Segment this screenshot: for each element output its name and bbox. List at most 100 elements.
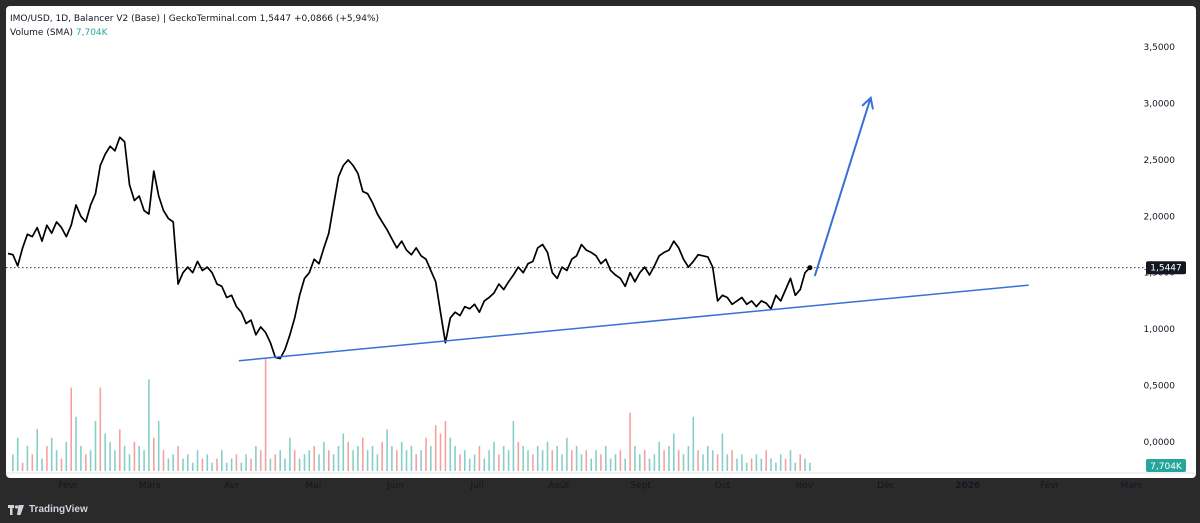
volume-bar	[157, 421, 160, 471]
tradingview-logo[interactable]: TradingView	[8, 504, 88, 515]
volume-bar	[46, 446, 48, 471]
x-tick-label: Juil	[469, 481, 483, 491]
volume-bar	[430, 446, 432, 471]
volume-bar	[26, 446, 29, 471]
volume-bar	[114, 450, 116, 471]
x-tick-label: Avr	[224, 481, 239, 491]
volume-bar	[31, 454, 34, 471]
volume-bar	[464, 450, 466, 471]
volume-bar	[70, 387, 72, 471]
volume-bar	[765, 450, 767, 471]
volume-bar	[36, 429, 38, 471]
volume-bar	[230, 458, 233, 471]
y-tick-label: 1,0000	[1144, 325, 1176, 335]
volume-bar	[332, 454, 335, 471]
volume-bar	[279, 450, 281, 471]
y-tick-label: 3,5000	[1144, 43, 1176, 53]
volume-bar	[590, 458, 592, 471]
volume-bar	[65, 441, 68, 471]
volume-bar	[303, 454, 306, 471]
volume-bar	[284, 458, 286, 471]
x-tick-label: Nov	[795, 481, 813, 491]
volume-bar	[522, 446, 524, 471]
volume-bar	[517, 441, 520, 471]
volume-bar	[707, 446, 709, 471]
volume-tag: 7,704K	[1146, 459, 1186, 472]
volume-bar	[259, 450, 262, 471]
arrow-head	[861, 95, 874, 110]
volume-bar	[21, 462, 24, 471]
x-tick-label: Mai	[306, 481, 322, 491]
volume-bar	[153, 437, 155, 471]
volume-tag-label: 7,704K	[1150, 462, 1183, 472]
volume-bar	[119, 429, 121, 471]
last-price-tag-bg	[1146, 261, 1186, 275]
x-tick-label: Mars	[1121, 481, 1143, 491]
volume-bar	[600, 454, 602, 471]
volume-bar	[400, 441, 403, 471]
price-series-line	[7, 136, 811, 360]
symbol-header: IMO/USD, 1D, Balancer V2 (Base) | GeckoT…	[10, 14, 379, 24]
volume-bar	[711, 450, 714, 471]
volume-bar	[527, 450, 529, 471]
volume-bar	[85, 454, 87, 471]
volume-bar	[799, 454, 801, 471]
volume-bar	[318, 454, 320, 471]
volume-bar	[255, 446, 257, 471]
projection-arrow[interactable]	[813, 95, 874, 277]
volume-bar	[449, 437, 452, 471]
volume-bar	[328, 450, 330, 471]
volume-bar	[609, 458, 612, 471]
volume-bar	[143, 450, 145, 471]
volume-bar	[264, 358, 267, 471]
volume-bar	[779, 454, 782, 471]
volume-bar	[12, 454, 14, 471]
volume-bar	[128, 454, 131, 471]
volume-bar	[313, 446, 315, 471]
volume-bar	[770, 458, 772, 471]
volume-bar	[240, 462, 243, 471]
volume-indicator-label[interactable]: Volume (SMA)	[10, 28, 73, 38]
volume-bar	[366, 450, 369, 471]
volume-bar	[89, 450, 92, 471]
symbol-info[interactable]: IMO/USD, 1D, Balancer V2 (Base) | GeckoT…	[10, 14, 257, 24]
volume-bar	[702, 454, 704, 471]
volume-bar	[434, 425, 437, 471]
volume-bar	[687, 446, 690, 471]
volume-bar	[182, 458, 184, 471]
volume-bar	[697, 450, 699, 471]
volume-bar	[235, 454, 238, 471]
volume-bar	[362, 437, 364, 471]
volume-bar	[682, 454, 685, 471]
volume-bar	[760, 458, 763, 471]
volume-bar	[109, 441, 111, 471]
volume-bar	[614, 454, 617, 471]
volume-bar	[473, 454, 476, 471]
volume-bar	[634, 446, 636, 471]
support-trendline[interactable]	[238, 284, 1029, 362]
volume-bar	[536, 446, 539, 471]
volume-bar	[347, 441, 349, 471]
volume-bar	[245, 454, 247, 471]
volume-bar	[643, 450, 646, 471]
volume-bar	[673, 433, 675, 471]
volume-bar	[308, 450, 311, 471]
volume-bar	[439, 433, 442, 471]
volume-bar	[468, 458, 471, 471]
y-tick-label: 0,5000	[1144, 382, 1176, 392]
volume-bar	[357, 446, 359, 471]
volume-bar	[512, 421, 515, 471]
volume-bar	[692, 416, 695, 471]
volume-bar	[75, 416, 77, 471]
last-price-tag: 1,5447	[1146, 261, 1186, 275]
volume-bar	[123, 446, 126, 471]
volume-bar	[571, 450, 573, 471]
volume-bar	[459, 454, 461, 471]
last-price-tag-label: 1,5447	[1150, 264, 1182, 274]
x-axis[interactable]: Févr Mars Avr Mai Juin Juil Août Sept Oct Nov Déc 2…	[58, 480, 1142, 491]
volume-bar	[191, 462, 194, 471]
x-tick-label: Juin	[386, 481, 404, 491]
last-price-dot	[807, 265, 813, 271]
volume-bar	[250, 458, 252, 471]
